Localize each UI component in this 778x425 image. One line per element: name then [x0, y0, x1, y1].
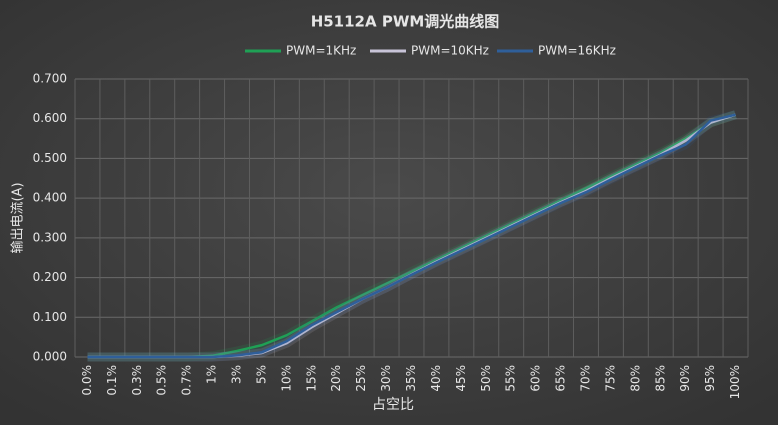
x-tick-label: 30%	[379, 365, 393, 392]
y-axis-label: 输出电流(A)	[10, 182, 26, 253]
y-tick-label: 0.100	[33, 310, 67, 324]
x-tick-label: 5%	[254, 365, 268, 384]
x-tick-label: 55%	[504, 365, 518, 392]
x-tick-label: 0.3%	[130, 365, 144, 396]
x-tick-label: 20%	[329, 365, 343, 392]
x-tick-label: 45%	[454, 365, 468, 392]
x-tick-label: 75%	[603, 365, 617, 392]
x-tick-label: 40%	[429, 365, 443, 392]
x-tick-label: 95%	[703, 365, 717, 392]
x-axis-label: 占空比	[372, 397, 414, 413]
x-tick-label: 80%	[628, 365, 642, 392]
legend-label: PWM=10KHz	[411, 44, 489, 58]
legend-label: PWM=1KHz	[286, 44, 356, 58]
y-tick-label: 0.400	[33, 191, 67, 205]
x-tick-label: 15%	[304, 365, 318, 392]
y-tick-label: 0.000	[33, 350, 67, 364]
x-tick-label: 25%	[354, 365, 368, 392]
chart-title: H5112A PWM调光曲线图	[311, 13, 500, 31]
y-tick-label: 0.200	[33, 270, 67, 284]
y-tick-label: 0.500	[33, 151, 67, 165]
x-tick-label: 0.1%	[105, 365, 119, 396]
x-tick-label: 60%	[529, 365, 543, 392]
x-tick-label: 10%	[279, 365, 293, 392]
x-tick-label: 3%	[230, 365, 244, 384]
x-tick-label: 100%	[728, 365, 742, 399]
x-tick-label: 1%	[205, 365, 219, 384]
x-tick-label: 0.5%	[155, 365, 169, 396]
y-tick-label: 0.700	[33, 72, 67, 86]
y-tick-label: 0.600	[33, 111, 67, 125]
x-tick-label: 90%	[678, 365, 692, 392]
x-tick-label: 85%	[653, 365, 667, 392]
x-tick-label: 0.7%	[180, 365, 194, 396]
series-line	[87, 113, 736, 359]
x-tick-label: 65%	[554, 365, 568, 392]
y-tick-label: 0.300	[33, 230, 67, 244]
x-tick-label: 70%	[578, 365, 592, 392]
x-tick-label: 35%	[404, 365, 418, 392]
x-tick-label: 0.0%	[80, 365, 94, 396]
legend-label: PWM=16KHz	[538, 44, 616, 58]
x-tick-label: 50%	[479, 365, 493, 392]
